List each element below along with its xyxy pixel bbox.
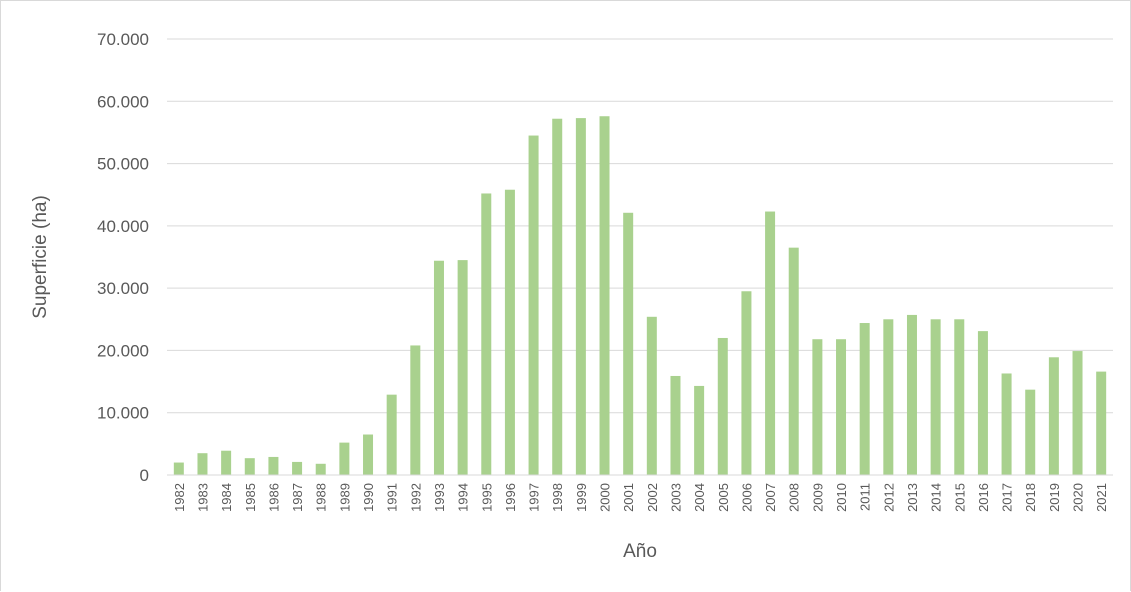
x-tick-label: 1985 (243, 483, 258, 512)
gridlines (167, 38, 1113, 414)
x-tick-label: 1983 (195, 483, 210, 512)
bar (552, 118, 563, 476)
y-axis-tick-labels: 0 10.000 20.000 30.000 40.000 50.000 60.000 70.… (97, 30, 149, 485)
bar (859, 323, 870, 475)
y-axis-title: Superficie (ha) (30, 195, 51, 319)
x-tick-label: 2012 (881, 483, 896, 512)
bar (575, 118, 586, 476)
x-tick-label: 2000 (598, 483, 613, 512)
x-tick-label: 1986 (266, 483, 281, 512)
bar (386, 394, 397, 475)
bar (504, 189, 515, 475)
bar (1096, 371, 1107, 475)
x-tick-label: 2021 (1094, 483, 1109, 512)
bar (741, 291, 752, 475)
bar (1048, 357, 1059, 475)
bar (788, 247, 799, 475)
bar (339, 442, 350, 475)
x-tick-label: 1992 (408, 483, 423, 512)
bar (670, 375, 681, 475)
x-tick-label: 1984 (219, 483, 234, 512)
bar (1072, 351, 1083, 475)
x-tick-label: 1991 (385, 483, 400, 512)
x-tick-label: 1982 (172, 483, 187, 512)
x-tick-label: 2011 (858, 483, 873, 511)
y-tick-label: 70.000 (97, 30, 149, 49)
x-tick-label: 2018 (1023, 483, 1038, 512)
x-tick-label: 2009 (810, 483, 825, 512)
y-tick-label: 0 (140, 466, 149, 485)
bar (906, 314, 917, 475)
bar (930, 319, 941, 475)
bars (173, 116, 1107, 476)
y-tick-label: 10.000 (97, 404, 149, 423)
bar (646, 316, 657, 475)
x-tick-label: 1989 (337, 483, 352, 512)
x-tick-label: 1993 (432, 483, 447, 512)
bar (481, 193, 492, 475)
x-tick-label: 2016 (976, 483, 991, 512)
y-tick-label: 60.000 (97, 92, 149, 111)
y-tick-label: 50.000 (97, 155, 149, 174)
bar (954, 319, 965, 475)
x-tick-label: 2020 (1071, 483, 1086, 512)
bar (694, 385, 705, 475)
bar (173, 462, 184, 475)
bar (433, 260, 444, 475)
bar (812, 339, 823, 475)
x-tick-label: 1997 (527, 483, 542, 512)
bar (457, 260, 468, 475)
bar (528, 135, 539, 476)
bar (268, 456, 279, 475)
x-tick-label: 2017 (1000, 483, 1015, 512)
x-tick-label: 2005 (716, 483, 731, 512)
bar (315, 463, 326, 475)
x-tick-label: 2014 (929, 483, 944, 512)
x-tick-label: 1987 (290, 483, 305, 512)
x-tick-label: 2007 (763, 483, 778, 512)
x-tick-label: 2004 (692, 483, 707, 512)
y-tick-label: 20.000 (97, 341, 149, 360)
bar (623, 212, 634, 475)
x-tick-label: 2013 (905, 483, 920, 512)
x-tick-label: 2010 (834, 483, 849, 512)
y-tick-label: 30.000 (97, 279, 149, 298)
bar (292, 461, 303, 475)
x-axis-title: Año (623, 541, 657, 562)
y-tick-label: 40.000 (97, 217, 149, 236)
bar (836, 339, 847, 475)
bar (244, 458, 255, 475)
x-tick-label: 2001 (621, 483, 636, 512)
x-tick-label: 2003 (668, 483, 683, 512)
bar (599, 116, 610, 475)
bar (221, 450, 232, 475)
x-axis-tick-labels: 1982 1983 1984 1985 1986 1987 1988 1989 1990 1991… (172, 483, 1109, 512)
bar (717, 337, 728, 475)
x-tick-label: 1995 (479, 483, 494, 512)
x-tick-label: 1998 (550, 483, 565, 512)
x-tick-label: 2002 (645, 483, 660, 512)
x-tick-label: 2006 (739, 483, 754, 512)
x-tick-label: 1994 (456, 483, 471, 512)
x-tick-label: 2008 (787, 483, 802, 512)
x-tick-label: 1996 (503, 483, 518, 512)
bar (765, 211, 776, 475)
x-tick-label: 1988 (314, 483, 329, 512)
bar (197, 453, 208, 475)
bar (1025, 389, 1036, 475)
bar (977, 331, 988, 475)
x-tick-label: 2019 (1047, 483, 1062, 512)
x-tick-label: 1999 (574, 483, 589, 512)
bar (410, 345, 421, 475)
bar (1001, 373, 1012, 475)
x-tick-label: 2015 (952, 483, 967, 512)
x-tick-label: 1990 (361, 483, 376, 512)
bar (363, 434, 374, 475)
bar (883, 319, 894, 475)
